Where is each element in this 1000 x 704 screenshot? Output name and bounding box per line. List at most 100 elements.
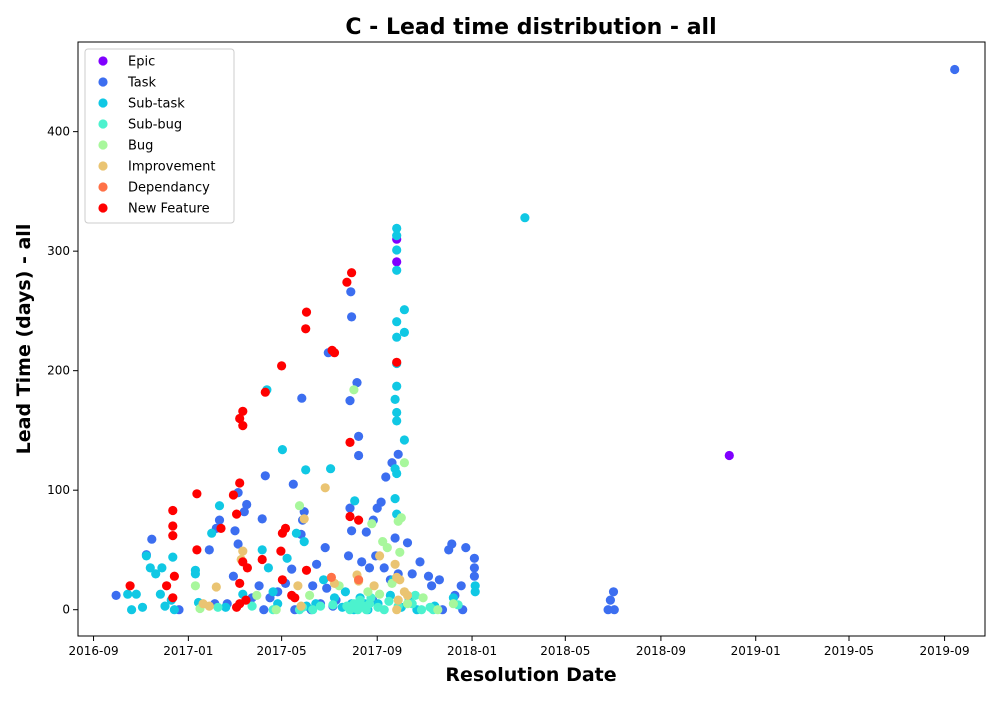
data-point xyxy=(326,464,336,474)
data-point xyxy=(345,396,355,406)
data-point xyxy=(160,601,170,611)
data-point xyxy=(305,590,315,601)
data-point xyxy=(345,511,355,522)
data-point xyxy=(301,307,312,317)
data-point xyxy=(155,589,165,599)
data-point xyxy=(379,605,389,615)
data-point xyxy=(192,545,202,555)
data-point xyxy=(239,507,249,517)
data-point xyxy=(395,547,405,557)
data-point xyxy=(296,601,306,611)
data-point xyxy=(168,552,178,562)
data-point xyxy=(392,332,402,342)
data-point xyxy=(402,590,413,601)
data-point xyxy=(375,589,385,599)
data-point xyxy=(392,265,402,275)
data-point xyxy=(252,590,262,601)
data-point xyxy=(257,545,267,555)
data-point xyxy=(238,421,248,431)
x-tick-label: 2016-09 xyxy=(68,644,118,658)
data-point xyxy=(434,575,444,585)
legend: Epic Task Sub-task Sub-bug Bug Improvement Dep… xyxy=(84,48,235,224)
data-point xyxy=(123,589,133,599)
data-point xyxy=(392,245,402,255)
legend-label: Bug xyxy=(128,139,153,154)
data-point xyxy=(207,528,217,538)
series-epic xyxy=(392,234,734,461)
y-tick-label: 200 xyxy=(47,364,70,378)
data-point xyxy=(423,571,434,581)
legend-box xyxy=(84,48,235,224)
legend-marker xyxy=(98,161,108,171)
data-point xyxy=(329,348,340,358)
data-point xyxy=(328,600,338,610)
data-point xyxy=(392,381,402,391)
x-axis-label: Resolution Date xyxy=(445,664,616,686)
data-point xyxy=(232,509,242,519)
data-point xyxy=(608,587,619,597)
data-point xyxy=(277,528,287,538)
data-point xyxy=(228,490,238,500)
data-point xyxy=(277,575,287,585)
data-point xyxy=(320,483,330,493)
data-point xyxy=(287,564,297,574)
data-point xyxy=(238,546,248,556)
legend-label: Epic xyxy=(128,55,155,70)
data-point xyxy=(605,595,616,605)
data-point xyxy=(382,543,392,553)
data-point xyxy=(433,605,443,615)
data-point xyxy=(260,387,270,397)
data-point xyxy=(235,478,245,488)
data-point xyxy=(399,327,409,337)
data-point xyxy=(461,543,471,553)
data-point xyxy=(402,538,413,548)
data-point xyxy=(145,563,155,573)
data-point xyxy=(354,515,364,525)
data-point xyxy=(354,431,364,441)
data-point xyxy=(190,581,200,591)
x-tick-label: 2019-09 xyxy=(920,644,970,658)
series-dependancy xyxy=(326,572,364,585)
data-point xyxy=(448,599,458,609)
series-sub-task xyxy=(123,213,530,615)
data-point xyxy=(342,277,352,287)
data-point xyxy=(399,458,409,468)
data-point xyxy=(395,575,405,585)
data-point xyxy=(354,450,364,461)
data-point xyxy=(390,394,400,404)
x-tick-label: 2019-05 xyxy=(824,644,874,658)
data-point xyxy=(299,537,309,547)
data-point xyxy=(232,602,242,612)
plot-frame xyxy=(77,41,986,637)
legend-marker xyxy=(98,77,108,87)
data-point xyxy=(111,590,121,601)
chart-title: C - Lead time distribution - all xyxy=(345,15,716,40)
data-point xyxy=(416,605,427,615)
data-point xyxy=(131,589,141,599)
data-point xyxy=(151,569,161,579)
data-point xyxy=(312,559,322,569)
data-point xyxy=(276,546,286,556)
data-point xyxy=(319,575,329,585)
data-point xyxy=(242,563,252,573)
data-point xyxy=(322,583,332,593)
x-tick-label: 2018-09 xyxy=(636,644,686,658)
data-point xyxy=(277,361,287,371)
data-point xyxy=(345,503,355,513)
x-tick-label: 2017-01 xyxy=(163,644,213,658)
data-point xyxy=(157,563,167,573)
data-point xyxy=(247,601,257,611)
data-point xyxy=(254,581,264,591)
data-point xyxy=(520,213,530,223)
data-point xyxy=(375,551,385,561)
legend-label: Sub-task xyxy=(128,97,185,112)
data-point xyxy=(470,587,480,597)
data-point xyxy=(277,445,287,455)
data-point xyxy=(392,223,402,233)
data-point xyxy=(390,494,400,504)
x-tick-label: 2017-05 xyxy=(257,644,307,658)
data-point xyxy=(299,514,309,524)
legend-label: Dependancy xyxy=(128,181,210,196)
